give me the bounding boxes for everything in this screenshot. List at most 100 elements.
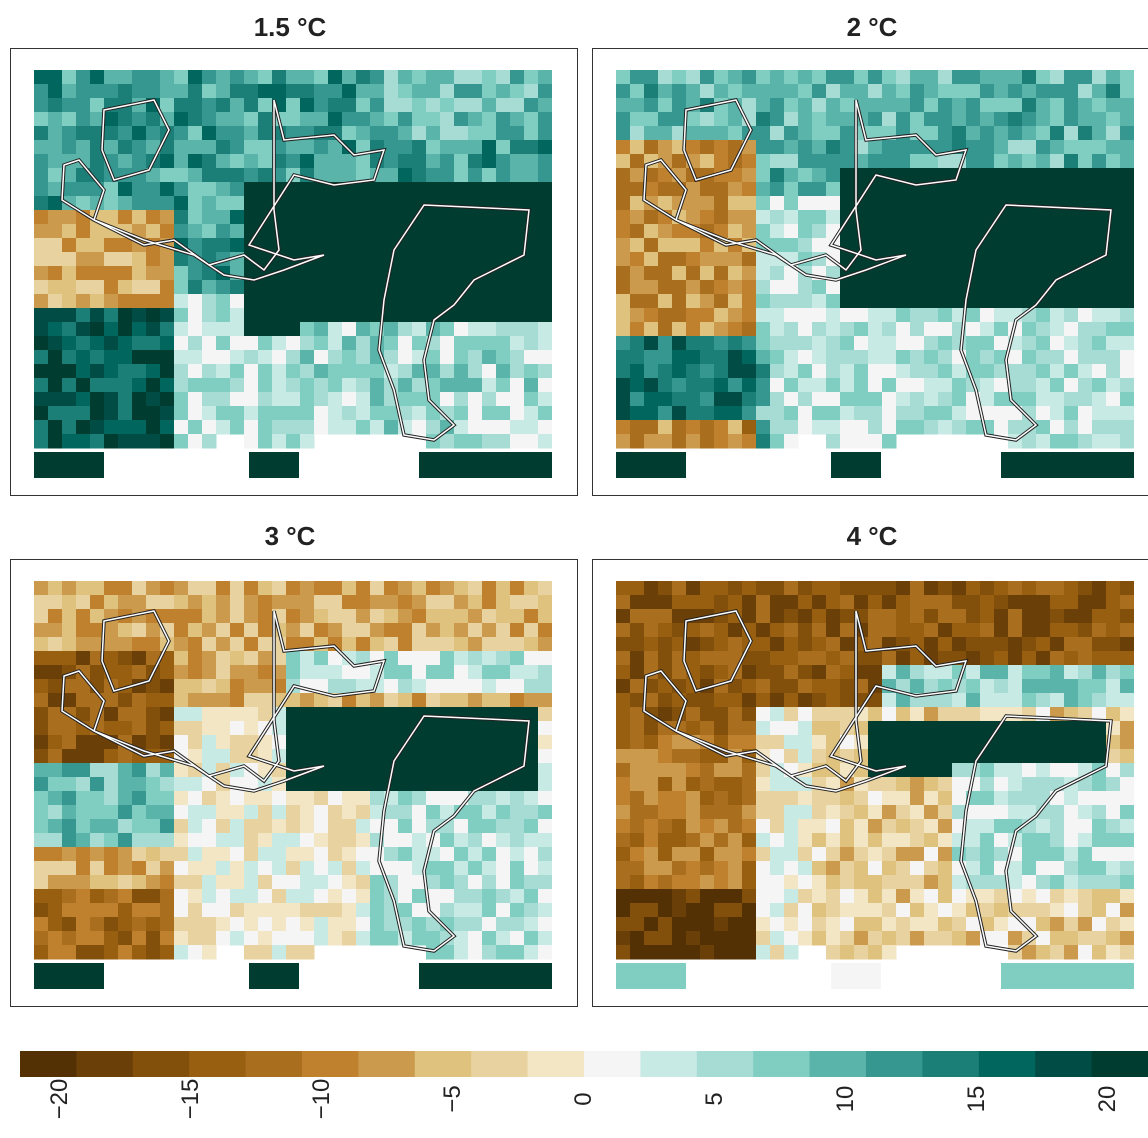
raster-cell	[728, 378, 743, 393]
raster-cell	[412, 819, 427, 834]
raster-cell	[812, 623, 827, 638]
raster-cell	[756, 707, 771, 722]
raster-cell	[188, 336, 203, 351]
raster-cell	[924, 336, 939, 351]
raster-cell	[728, 595, 743, 610]
raster-cell	[510, 266, 525, 281]
raster-cell	[770, 112, 785, 127]
raster-cell	[644, 889, 659, 904]
raster-cell	[1050, 140, 1065, 155]
raster-cell	[48, 721, 63, 736]
raster-cell	[868, 581, 883, 596]
raster-cell	[174, 210, 189, 225]
raster-cell	[258, 70, 273, 85]
raster-cell	[398, 819, 413, 834]
raster-cell	[188, 581, 203, 596]
raster-cell	[630, 378, 645, 393]
raster-cell	[384, 308, 399, 323]
raster-cell	[314, 140, 329, 155]
raster-cell	[258, 336, 273, 351]
raster-cell	[426, 84, 441, 99]
raster-cell	[658, 112, 673, 127]
raster-cell	[300, 931, 315, 946]
raster-cell	[1064, 294, 1079, 309]
raster-cell	[104, 84, 119, 99]
raster-cell	[370, 763, 385, 778]
raster-cell	[300, 196, 315, 211]
raster-cell	[132, 350, 147, 365]
raster-cell	[770, 595, 785, 610]
raster-cell	[230, 791, 245, 806]
raster-cell	[980, 126, 995, 141]
raster-cell	[1022, 609, 1037, 624]
raster-cell	[300, 84, 315, 99]
raster-cell	[756, 763, 771, 778]
raster-cell	[854, 336, 869, 351]
raster-cell	[770, 917, 785, 932]
raster-cell	[48, 350, 63, 365]
raster-cell	[840, 651, 855, 666]
raster-cell	[188, 679, 203, 694]
raster-cell	[868, 595, 883, 610]
raster-cell	[840, 945, 855, 960]
raster-cell	[342, 378, 357, 393]
raster-cell	[1078, 833, 1093, 848]
raster-cell	[784, 665, 799, 680]
raster-cell	[286, 182, 301, 197]
raster-cell	[924, 889, 939, 904]
raster-cell	[1008, 931, 1023, 946]
raster-cell	[784, 861, 799, 876]
raster-cell	[742, 735, 757, 750]
region-outline	[643, 99, 968, 281]
raster-cell	[524, 294, 539, 309]
raster-cell	[230, 637, 245, 652]
raster-cell	[938, 350, 953, 365]
raster-cell	[468, 210, 483, 225]
raster-cell	[1022, 721, 1037, 736]
raster-cell	[910, 364, 925, 379]
raster-cell	[728, 252, 743, 267]
raster-cell	[482, 378, 497, 393]
raster-cell	[174, 280, 189, 295]
raster-cell	[742, 322, 757, 337]
raster-cell	[356, 735, 371, 750]
raster-cell	[258, 154, 273, 169]
raster-cell	[868, 238, 883, 253]
raster-cell	[616, 609, 631, 624]
raster-cell	[938, 196, 953, 211]
raster-cell	[1120, 875, 1134, 890]
raster-cell	[1092, 707, 1107, 722]
raster-cell	[538, 623, 552, 638]
raster-cell	[90, 917, 105, 932]
raster-cell	[370, 581, 385, 596]
raster-cell	[826, 126, 841, 141]
raster-cell	[258, 707, 273, 722]
raster-cell	[826, 168, 841, 183]
raster-cell	[1120, 406, 1134, 421]
raster-cell	[230, 322, 245, 337]
raster-cell	[644, 693, 659, 708]
raster-cell	[784, 693, 799, 708]
scale-swatch	[132, 1051, 190, 1077]
raster-cell	[202, 819, 217, 834]
raster-cell	[510, 238, 525, 253]
raster-cell	[440, 322, 455, 337]
raster-cell	[1106, 294, 1121, 309]
raster-cell	[216, 581, 231, 596]
raster-cell	[882, 931, 897, 946]
raster-cell	[896, 322, 911, 337]
raster-cell	[440, 84, 455, 99]
raster-cell	[468, 378, 483, 393]
raster-cell	[812, 679, 827, 694]
raster-cell	[952, 420, 967, 435]
raster-cell	[202, 308, 217, 323]
raster-cell	[798, 735, 813, 750]
raster-cell	[812, 420, 827, 435]
raster-cell	[216, 637, 231, 652]
raster-cell	[1078, 378, 1093, 393]
raster-cell	[300, 350, 315, 365]
scale-swatch	[922, 1051, 980, 1077]
raster-cell	[938, 308, 953, 323]
raster-cell	[1022, 693, 1037, 708]
raster-cell	[714, 308, 729, 323]
